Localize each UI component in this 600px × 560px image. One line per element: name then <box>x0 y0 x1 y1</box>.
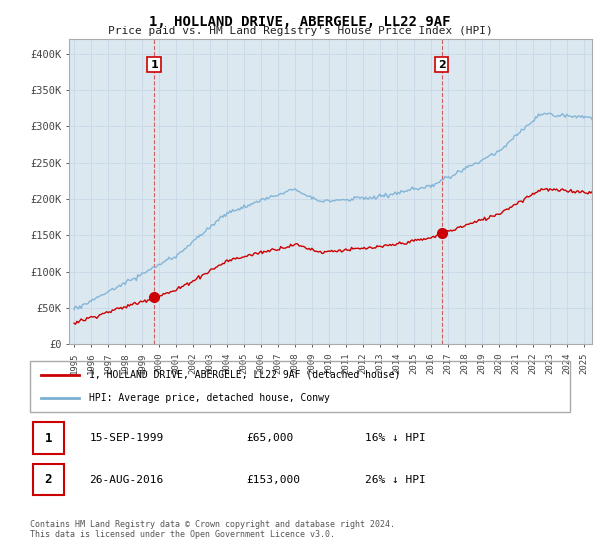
Text: 15-SEP-1999: 15-SEP-1999 <box>89 433 164 443</box>
Text: Contains HM Land Registry data © Crown copyright and database right 2024.
This d: Contains HM Land Registry data © Crown c… <box>30 520 395 539</box>
Text: £65,000: £65,000 <box>246 433 293 443</box>
Text: £153,000: £153,000 <box>246 475 300 485</box>
Text: 1, HOLLAND DRIVE, ABERGELE, LL22 9AF: 1, HOLLAND DRIVE, ABERGELE, LL22 9AF <box>149 15 451 29</box>
Text: HPI: Average price, detached house, Conwy: HPI: Average price, detached house, Conw… <box>89 393 330 403</box>
Text: 2: 2 <box>438 59 446 69</box>
Bar <box>33 422 64 454</box>
Bar <box>33 464 64 495</box>
Text: Price paid vs. HM Land Registry's House Price Index (HPI): Price paid vs. HM Land Registry's House … <box>107 26 493 36</box>
Text: 2: 2 <box>44 473 52 486</box>
Text: 26-AUG-2016: 26-AUG-2016 <box>89 475 164 485</box>
Text: 1: 1 <box>44 432 52 445</box>
Text: 26% ↓ HPI: 26% ↓ HPI <box>365 475 425 485</box>
Text: 1: 1 <box>150 59 158 69</box>
Text: 16% ↓ HPI: 16% ↓ HPI <box>365 433 425 443</box>
Text: 1, HOLLAND DRIVE, ABERGELE, LL22 9AF (detached house): 1, HOLLAND DRIVE, ABERGELE, LL22 9AF (de… <box>89 370 401 380</box>
